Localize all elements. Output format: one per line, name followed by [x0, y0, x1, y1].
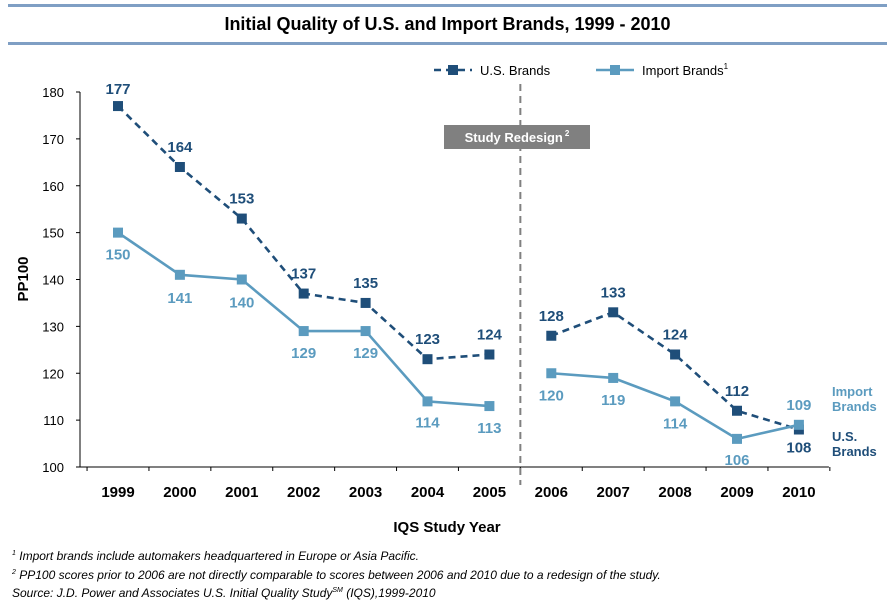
- line-chart: 100 110 120 130 140 150 160 170 180 1999 2000 2001 2…: [15, 62, 877, 536]
- y-tick-label: 130: [42, 319, 64, 334]
- data-label: 123: [415, 331, 440, 348]
- data-label: 133: [601, 284, 626, 301]
- data-point-marker: [113, 227, 123, 238]
- study-redesign-box: [444, 125, 590, 149]
- data-label: 119: [601, 392, 625, 409]
- x-tick-label: 2001: [225, 484, 258, 501]
- data-point-marker: [174, 269, 185, 280]
- x-tick-label: 2007: [597, 484, 630, 501]
- data-point-marker: [546, 368, 557, 379]
- data-point-marker: [732, 433, 742, 444]
- footnote-2: 2 PP100 scores prior to 2006 are not dir…: [12, 568, 661, 582]
- data-label: 137: [291, 266, 316, 283]
- top-rule: [8, 4, 887, 7]
- data-label: 140: [229, 295, 254, 312]
- data-label: 135: [353, 275, 378, 292]
- data-point-marker: [793, 419, 804, 430]
- data-label: 114: [663, 415, 688, 432]
- chart-title: Initial Quality of U.S. and Import Brand…: [224, 14, 671, 34]
- series-end-label: Brands: [832, 399, 877, 414]
- legend-label: U.S. Brands: [480, 63, 551, 78]
- y-tick-label: 110: [43, 413, 64, 428]
- data-label: 106: [724, 452, 749, 469]
- legend-marker-swatch: [610, 65, 620, 75]
- footnote-1: 1 Import brands include automakers headq…: [12, 549, 420, 563]
- data-point-marker: [670, 349, 681, 360]
- data-point-marker: [484, 349, 495, 360]
- series-end-label: U.S.: [832, 429, 857, 444]
- data-point-marker: [422, 396, 433, 407]
- data-label: 112: [725, 383, 749, 400]
- data-label: 109: [786, 397, 811, 414]
- data-point-marker: [732, 405, 742, 416]
- data-point-marker: [608, 372, 619, 383]
- data-label: 129: [353, 345, 378, 362]
- data-point-marker: [546, 330, 557, 341]
- data-point-marker: [360, 297, 371, 308]
- data-point-marker: [360, 326, 371, 337]
- data-label: 124: [477, 327, 503, 344]
- data-label: 120: [539, 387, 564, 404]
- y-tick-label: 180: [42, 85, 64, 100]
- data-point-marker: [670, 396, 681, 407]
- legend-label: Import Brands1: [642, 62, 729, 78]
- series-end-label: Import: [832, 384, 873, 399]
- x-tick-label: 1999: [101, 484, 134, 501]
- data-point-marker: [113, 101, 123, 112]
- data-point-marker: [174, 162, 185, 172]
- y-tick-label: 170: [42, 132, 64, 147]
- y-tick-label: 140: [42, 273, 64, 288]
- x-tick-label: 2004: [411, 484, 445, 501]
- data-point-marker: [236, 213, 247, 224]
- y-tick-label: 100: [42, 460, 64, 475]
- data-label: 129: [291, 345, 316, 362]
- x-tick-label: 2010: [782, 484, 815, 501]
- data-point-marker: [422, 354, 433, 365]
- data-label: 141: [167, 290, 192, 307]
- x-tick-label: 2008: [658, 484, 691, 501]
- data-point-marker: [298, 326, 309, 337]
- x-tick-label: 2002: [287, 484, 320, 501]
- data-label: 150: [105, 247, 130, 264]
- x-tick-label: 2000: [163, 484, 196, 501]
- x-tick-label: 2003: [349, 484, 382, 501]
- x-axis-title: IQS Study Year: [393, 519, 500, 536]
- y-tick-label: 160: [42, 179, 64, 194]
- y-tick-label: 150: [42, 226, 64, 241]
- data-point-marker: [608, 307, 619, 318]
- y-axis-title: PP100: [15, 256, 32, 301]
- series-line-u-s-brands: [550, 310, 800, 431]
- data-label: 108: [786, 440, 811, 457]
- source-note: Source: J.D. Power and Associates U.S. I…: [12, 586, 436, 600]
- y-tick-label: 120: [42, 366, 64, 381]
- x-tick-label: 2009: [720, 484, 753, 501]
- data-label: 153: [229, 191, 254, 208]
- x-tick-label: 2006: [535, 484, 568, 501]
- data-point-marker: [484, 401, 495, 412]
- data-label: 177: [105, 81, 130, 98]
- legend-marker-swatch: [448, 65, 458, 75]
- data-point-marker: [236, 274, 247, 285]
- x-tick-label: 2005: [473, 484, 506, 501]
- data-label: 113: [477, 420, 501, 437]
- data-point-marker: [298, 288, 309, 299]
- data-label: 124: [663, 327, 689, 344]
- series-line-import-brands: [117, 231, 490, 408]
- data-label: 164: [167, 139, 193, 156]
- series-end-label: Brands: [832, 444, 877, 459]
- data-label: 128: [539, 308, 564, 325]
- data-label: 114: [415, 414, 440, 431]
- study-redesign-label: Study Redesign 2: [465, 129, 570, 145]
- title-rule: [8, 42, 887, 45]
